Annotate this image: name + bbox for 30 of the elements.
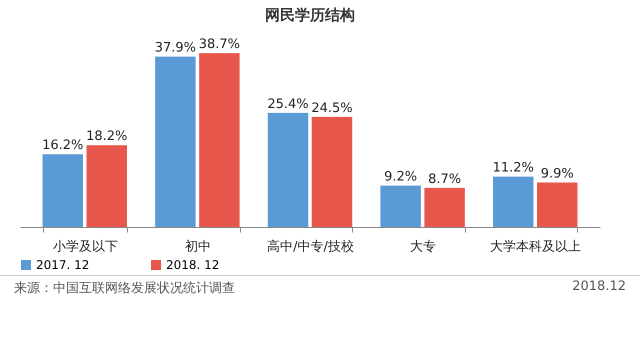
data-label: 38.7% [198,37,240,52]
x-tick-label: 小学及以下 [52,240,118,254]
x-tick-label: 大学本科及以上 [490,240,582,254]
legend-label: 2017. 12 [36,258,90,272]
x-tick-label: 大专 [410,240,436,254]
bar [424,188,465,227]
x-tick-label: 高中/中专/技校 [267,238,354,254]
bar [199,53,240,227]
text: 2018.12 [572,279,626,296]
bar [380,186,421,227]
bar [268,112,308,227]
data-label: 9.2% [384,170,418,185]
data-label: 18.2% [86,129,128,144]
bar [155,56,196,227]
legend-label: 2018. 12 [166,258,220,272]
bar [493,176,534,227]
data-label: 11.2% [492,160,534,176]
data-label: 16.2% [42,138,84,154]
x-tick-label: 初中 [184,240,211,254]
data-label: 9.9% [540,166,574,182]
source-note: 来源：中国互联网络发展状况统计调查 [14,280,235,297]
bar [537,182,578,227]
data-label: 37.9% [154,40,196,56]
bar [42,154,83,227]
chart-title: 网民学历结构 [265,6,355,24]
data-label: 25.4% [267,96,309,112]
bar [312,116,352,227]
data-label: 8.7% [428,172,462,187]
data-label: 24.5% [311,100,353,116]
bar [86,145,127,227]
